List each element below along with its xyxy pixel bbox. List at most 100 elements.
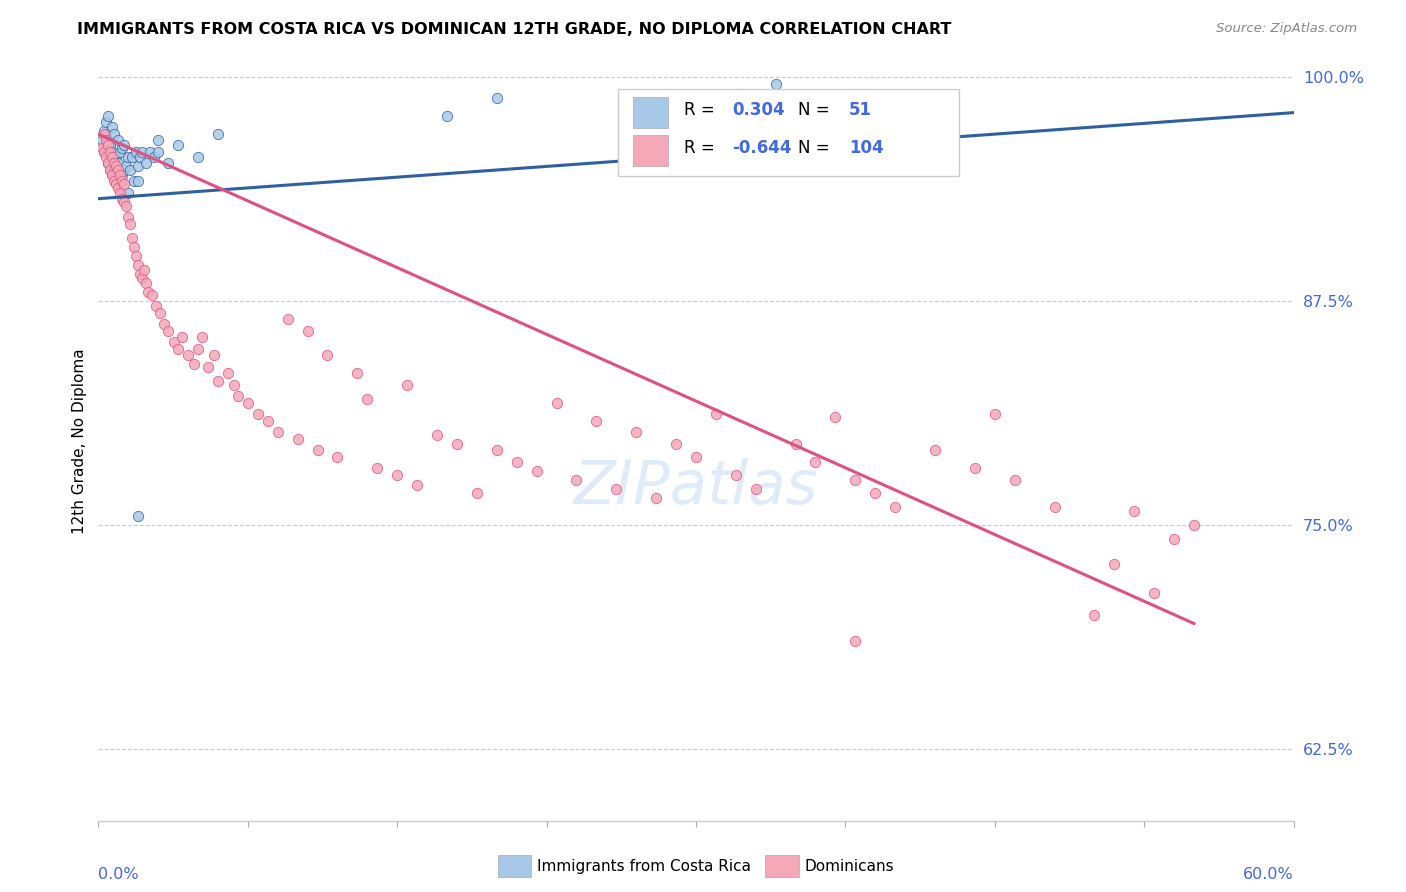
Point <box>105 151 128 165</box>
Point <box>98 163 122 178</box>
Point <box>177 348 200 362</box>
Point <box>157 156 180 170</box>
Point <box>246 407 269 421</box>
Text: Dominicans: Dominicans <box>804 859 894 873</box>
Point <box>93 145 115 159</box>
Text: N =: N = <box>797 139 834 157</box>
Point <box>98 137 122 152</box>
Point <box>346 366 368 380</box>
Point <box>157 324 180 338</box>
Text: 104: 104 <box>849 139 883 157</box>
Text: 60.0%: 60.0% <box>1243 867 1294 882</box>
Point <box>724 467 747 482</box>
Point <box>121 151 143 165</box>
Text: Source: ZipAtlas.com: Source: ZipAtlas.com <box>1216 22 1357 36</box>
Point <box>103 174 125 188</box>
Text: R =: R = <box>685 101 720 120</box>
Point <box>97 156 120 170</box>
Point <box>605 482 627 496</box>
Point <box>107 181 129 195</box>
Point <box>98 145 122 159</box>
Text: 51: 51 <box>849 101 872 120</box>
Point <box>96 127 118 141</box>
Text: ZIPatlas: ZIPatlas <box>574 458 818 516</box>
Point <box>236 396 259 410</box>
Point <box>217 366 239 380</box>
Point <box>103 170 125 185</box>
Point <box>745 482 768 496</box>
Point <box>546 396 568 410</box>
Point <box>844 473 866 487</box>
Point <box>124 240 146 254</box>
Point <box>117 210 139 224</box>
Point <box>297 324 319 338</box>
Point <box>117 186 139 201</box>
Point <box>149 306 172 320</box>
Point <box>120 163 142 178</box>
Point <box>97 156 120 170</box>
Point <box>526 464 548 478</box>
Point <box>506 455 529 469</box>
Point <box>366 460 388 475</box>
Point <box>112 178 135 192</box>
Point <box>824 410 846 425</box>
Text: 0.0%: 0.0% <box>98 867 139 882</box>
Point <box>665 437 688 451</box>
Point <box>884 500 907 514</box>
Point <box>1004 473 1026 487</box>
Point <box>101 167 124 181</box>
Point <box>385 467 409 482</box>
Point <box>117 151 139 165</box>
Point <box>129 151 152 165</box>
Point <box>121 231 143 245</box>
Point <box>207 375 229 389</box>
Point <box>141 288 163 302</box>
Point <box>96 132 118 146</box>
Point <box>1143 586 1166 600</box>
Point <box>685 450 707 464</box>
Point <box>96 151 118 165</box>
Point <box>187 151 209 165</box>
Point <box>984 407 1007 421</box>
Point <box>465 485 488 500</box>
Point <box>167 343 190 357</box>
Point <box>197 360 219 375</box>
Point <box>112 163 135 178</box>
Point <box>96 114 118 128</box>
Text: IMMIGRANTS FROM COSTA RICA VS DOMINICAN 12TH GRADE, NO DIPLOMA CORRELATION CHART: IMMIGRANTS FROM COSTA RICA VS DOMINICAN … <box>77 22 952 37</box>
Point <box>91 141 114 155</box>
Point <box>93 123 115 137</box>
Point <box>111 192 134 206</box>
Point <box>136 285 159 299</box>
Point <box>187 343 209 357</box>
Point <box>107 178 129 192</box>
Point <box>127 258 149 272</box>
Point <box>256 414 278 428</box>
Point <box>267 425 290 439</box>
Point <box>316 348 339 362</box>
Point <box>111 141 134 155</box>
Point <box>585 414 607 428</box>
Point <box>406 478 429 492</box>
FancyBboxPatch shape <box>619 89 959 177</box>
Point <box>110 169 132 183</box>
Point <box>124 174 146 188</box>
Point <box>98 163 122 178</box>
Point <box>226 389 249 403</box>
Point <box>143 151 166 165</box>
Point <box>112 195 135 210</box>
Point <box>131 145 153 159</box>
Point <box>135 276 157 290</box>
Point <box>307 442 329 457</box>
Point <box>103 148 125 162</box>
Point <box>844 634 866 648</box>
Point <box>1083 607 1105 622</box>
Point <box>110 174 132 188</box>
Point <box>135 156 157 170</box>
Point <box>167 137 190 152</box>
Point <box>148 132 170 146</box>
Point <box>127 160 149 174</box>
Point <box>446 437 468 451</box>
Point <box>127 174 149 188</box>
Point <box>91 132 114 146</box>
